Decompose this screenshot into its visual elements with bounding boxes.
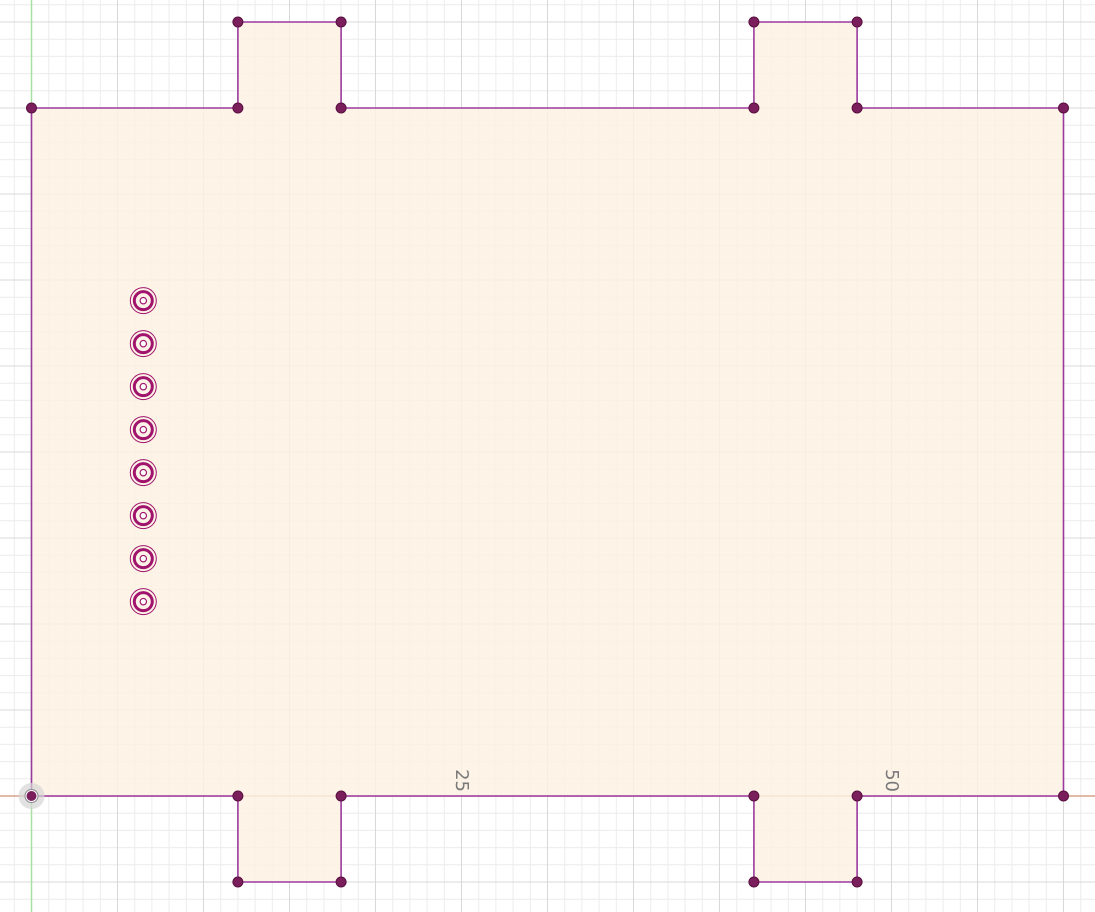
axis-label: 50	[881, 769, 902, 792]
sketch-point[interactable]	[1058, 790, 1069, 802]
hole-outer-ring	[129, 588, 157, 616]
sketch-point[interactable]	[748, 790, 760, 802]
sketch-point[interactable]	[851, 876, 863, 888]
sketch-point[interactable]	[748, 102, 760, 114]
sketch-point[interactable]	[851, 102, 863, 114]
sketch-point[interactable]	[748, 16, 760, 28]
hole-point[interactable]	[129, 287, 157, 315]
sketch-point[interactable]	[851, 16, 863, 28]
sketch-point[interactable]	[232, 16, 244, 28]
hole-outer-ring	[129, 287, 157, 315]
sketch-point[interactable]	[335, 16, 347, 28]
axis-labels-layer: 25 50	[451, 769, 902, 792]
hole-outer-ring	[129, 330, 157, 358]
sketch-profile[interactable]	[30, 21, 1065, 883]
hole-center	[139, 296, 148, 305]
sketch-point[interactable]	[335, 876, 347, 888]
hole-inner-ring	[132, 376, 154, 398]
hole-inner-ring	[132, 419, 154, 441]
hole-center	[139, 382, 148, 391]
sketch-point[interactable]	[851, 790, 863, 802]
origin-layer[interactable]	[18, 783, 45, 809]
origin-point[interactable]	[26, 791, 37, 801]
hole-outer-ring	[129, 416, 157, 444]
hole-outer-ring	[129, 459, 157, 487]
sketch-point[interactable]	[335, 790, 347, 802]
hole-point[interactable]	[129, 373, 157, 401]
hole-point[interactable]	[129, 545, 157, 573]
hole-inner-ring	[132, 462, 154, 484]
hole-point[interactable]	[129, 588, 157, 616]
hole-point[interactable]	[129, 459, 157, 487]
sketch-point[interactable]	[335, 102, 347, 114]
hole-point[interactable]	[129, 416, 157, 444]
hole-center	[139, 468, 148, 477]
hole-inner-ring	[132, 505, 154, 527]
hole-points-layer[interactable]	[129, 287, 157, 616]
hole-point[interactable]	[129, 330, 157, 358]
hole-outer-ring	[129, 545, 157, 573]
hole-inner-ring	[132, 548, 154, 570]
sketch-point[interactable]	[232, 790, 244, 802]
sketch-point[interactable]	[1058, 102, 1069, 114]
hole-point[interactable]	[129, 502, 157, 530]
sketch-profile-layer[interactable]	[30, 21, 1065, 883]
axis-label: 25	[451, 769, 472, 792]
hole-center	[139, 425, 148, 434]
hole-inner-ring	[132, 591, 154, 613]
sketch-point[interactable]	[26, 102, 37, 114]
sketch-point[interactable]	[748, 876, 760, 888]
hole-center	[139, 597, 148, 606]
hole-outer-ring	[129, 502, 157, 530]
sketch-point[interactable]	[232, 876, 244, 888]
hole-inner-ring	[132, 290, 154, 312]
hole-center	[139, 554, 148, 563]
hole-outer-ring	[129, 373, 157, 401]
sketch-point[interactable]	[232, 102, 244, 114]
hole-center	[139, 511, 148, 520]
hole-center	[139, 339, 148, 348]
hole-inner-ring	[132, 333, 154, 355]
sketch-points-layer[interactable]	[26, 16, 1069, 888]
